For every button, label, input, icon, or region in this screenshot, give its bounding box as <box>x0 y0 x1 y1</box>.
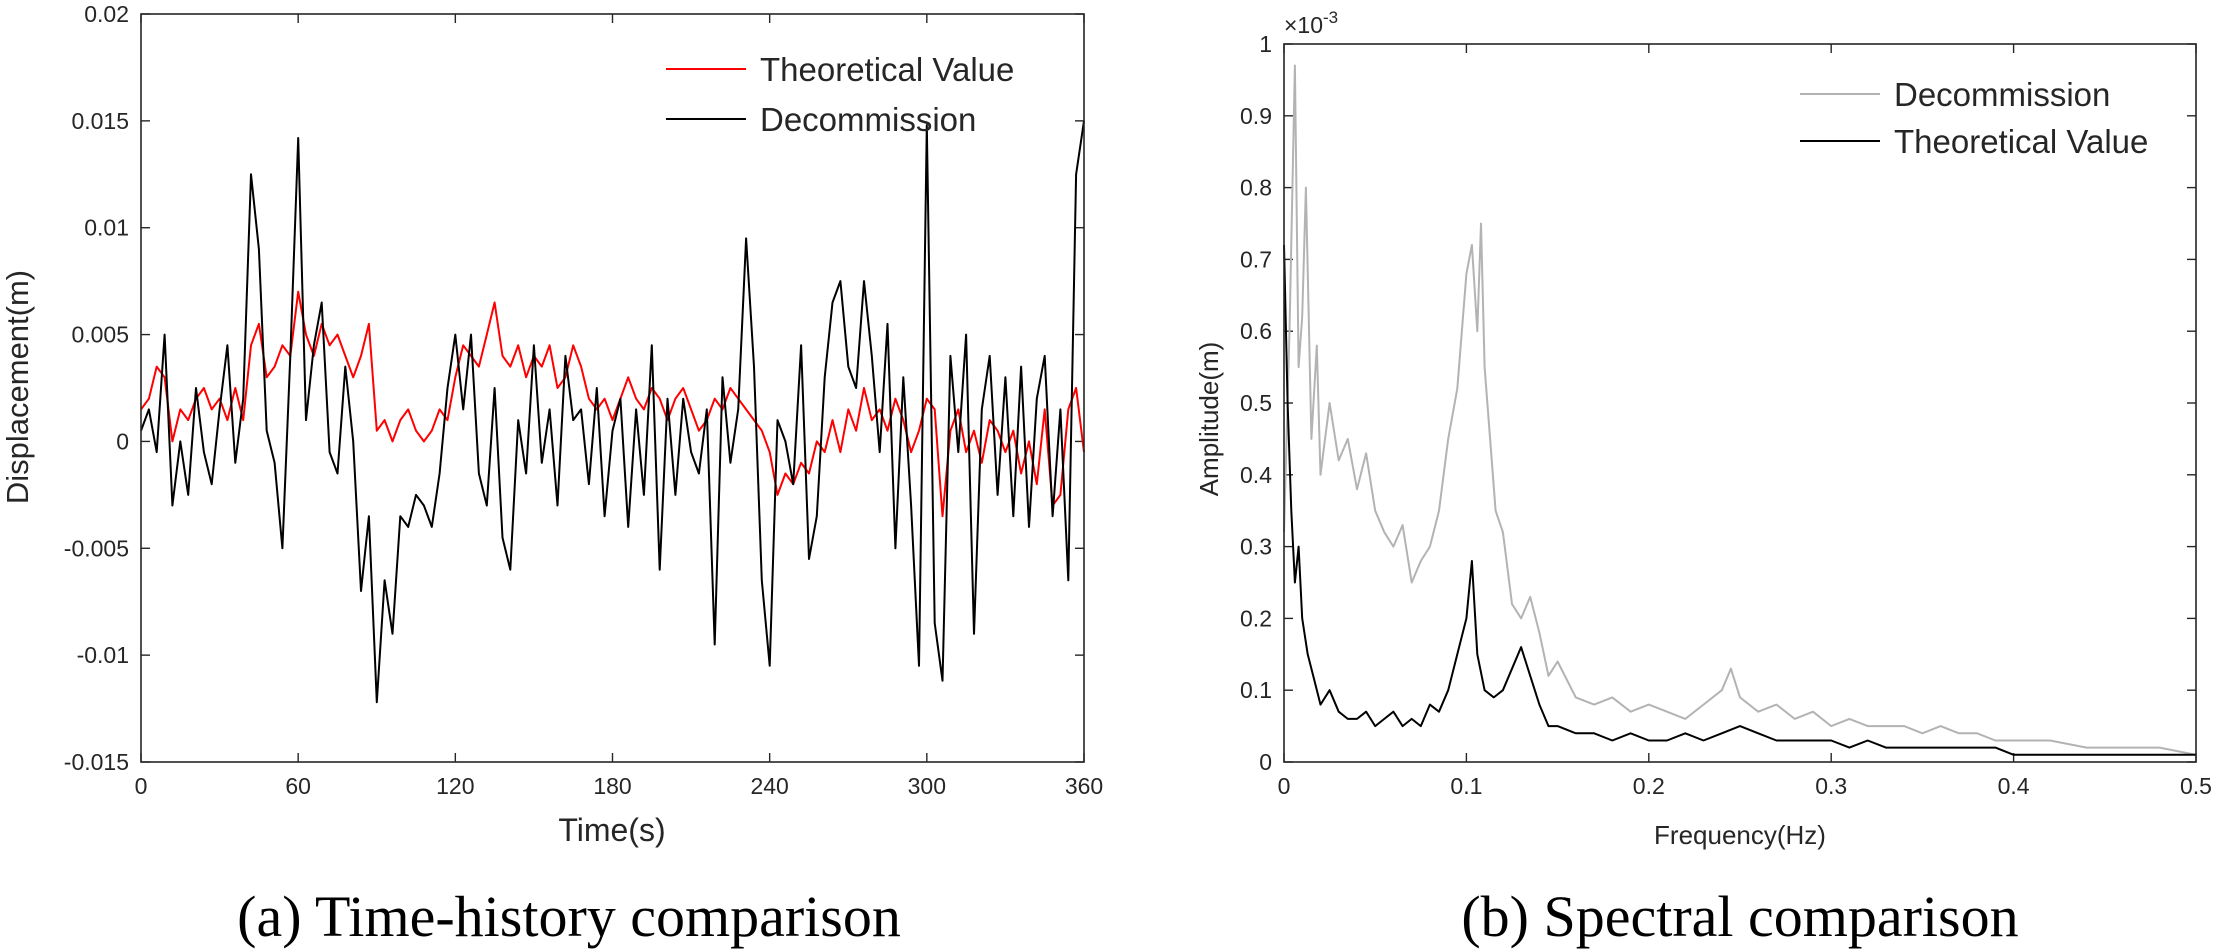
panel-a-xlabel: Time(s) <box>558 812 665 848</box>
panel-a-ytick-label: -0.015 <box>64 749 129 775</box>
panel-a-series-line-decommission <box>140 120 1085 704</box>
panel-a-xtick-label: 60 <box>285 773 311 799</box>
panel-b-xtick-label: 0.2 <box>1633 773 1665 799</box>
panel-b-y-multiplier: ×10-3 <box>1284 8 1338 38</box>
panel-b-ytick-label: 0.7 <box>1240 246 1272 272</box>
panel-a-ytick-label: -0.01 <box>77 642 129 668</box>
panel-b-xlabel: Frequency(Hz) <box>1654 820 1826 850</box>
panel-b-plot-area <box>1284 44 2196 762</box>
panel-b-series-line-theoretical-value <box>1283 244 2196 756</box>
panel-a-xtick-label: 360 <box>1065 773 1103 799</box>
panel-b-ytick-label: 1 <box>1259 31 1272 57</box>
panel-a-ytick-label: 0.015 <box>71 108 129 134</box>
panel-a-caption: (a) Time-history comparison <box>237 884 901 949</box>
panel-a-xtick-label: 0 <box>135 773 148 799</box>
panel-a-xtick-label: 180 <box>593 773 631 799</box>
panel-b-y-multiplier-base: ×10 <box>1284 12 1323 38</box>
panel-b-xtick-label: 0.4 <box>1998 773 2030 799</box>
legend-b-series-1-label: Theoretical Value <box>1894 123 2148 160</box>
panel-b-xtick-label: 0.1 <box>1450 773 1482 799</box>
panel-b-xtick-label: 0.5 <box>2180 773 2212 799</box>
panel-a-ytick-label: 0 <box>116 428 129 454</box>
panel-b-ytick-label: 0.3 <box>1240 534 1272 560</box>
panel-b-ytick-label: 0.4 <box>1240 462 1272 488</box>
panel-b-lines <box>1283 64 2197 756</box>
legend-a-series-1-label: Decommission <box>760 101 976 138</box>
legend-b-series-0-label: Decommission <box>1894 76 2110 113</box>
panel-b-xtick-label: 0.3 <box>1815 773 1847 799</box>
panel-a-axes-box <box>140 13 1085 763</box>
panel-a-ytick-label: -0.005 <box>64 535 129 561</box>
panel-b-ytick-label: 0.6 <box>1240 318 1272 344</box>
panel-b-ytick-label: 0.5 <box>1240 390 1272 416</box>
panel-a-ylabel: Displacement(m) <box>0 270 35 504</box>
panel-a-ytick-label: 0.01 <box>84 215 129 241</box>
panel-a-ytick-label: 0.02 <box>84 1 129 27</box>
panel-b-ytick-label: 0.8 <box>1240 175 1272 201</box>
panel-b-ytick-label: 0.2 <box>1240 605 1272 631</box>
panel-a-ytick-label: 0.005 <box>71 322 129 348</box>
panel-b-axes-box <box>1283 43 2197 763</box>
panel-b-ylabel: Amplitude(m) <box>1194 342 1224 497</box>
legend-a-series-0-label: Theoretical Value <box>760 51 1014 88</box>
panel-b-series-line-decommission <box>1283 64 2197 756</box>
panel-a-time-history: 0 60 120 180 240 300 360 -0.015 -0.01 -0.005 0 0.00… <box>0 1 1103 949</box>
panel-b-ytick-label: 0 <box>1259 749 1272 775</box>
panel-a-ticks: 0 60 120 180 240 300 360 -0.015 -0.01 -0.005 0 0.00… <box>64 1 1103 799</box>
panel-b-spectral: 0 0.1 0.2 0.3 0.4 0.5 0 0.1 0.2 0.3 0.4 0.5 0.6 0.7 0.… <box>1194 8 2212 949</box>
panel-b-caption: (b) Spectral comparison <box>1461 884 2018 949</box>
panel-a-xtick-label: 300 <box>908 773 946 799</box>
panel-a-series-line-theoretical-value <box>140 290 1085 518</box>
panel-b-y-multiplier-exponent: -3 <box>1323 8 1338 27</box>
panel-a-xtick-label: 240 <box>750 773 788 799</box>
panel-b-legend: Decommission Theoretical Value <box>1800 76 2148 160</box>
panel-b-ytick-label: 0.1 <box>1240 677 1272 703</box>
panel-a-lines <box>140 120 1085 704</box>
panel-b-ytick-label: 0.9 <box>1240 103 1272 129</box>
panel-a-xtick-label: 120 <box>436 773 474 799</box>
panel-a-legend: Theoretical Value Decommission <box>666 51 1014 138</box>
panel-b-xtick-label: 0 <box>1278 773 1291 799</box>
